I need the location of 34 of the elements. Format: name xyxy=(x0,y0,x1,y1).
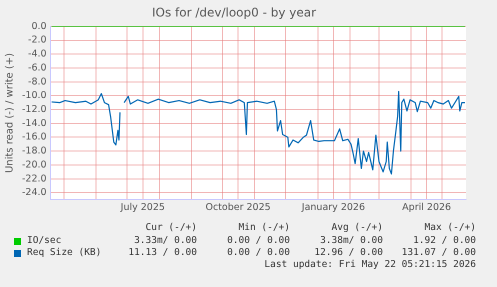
text: 131.07 / 0.00 xyxy=(402,247,476,258)
text: Cur (-/+) xyxy=(146,222,197,233)
text: 0.00 / 0.00 xyxy=(227,247,290,258)
y-tick-label: -16.0 xyxy=(22,132,47,143)
chart-title: IOs for /dev/loop0 - by year xyxy=(152,5,316,20)
y-tick-label: -2.0 xyxy=(28,34,47,46)
text: 3.33m/ 0.00 xyxy=(134,235,197,246)
text: 11.13 / 0.00 xyxy=(128,247,197,258)
y-tick-label: -12.0 xyxy=(22,104,47,116)
text: 0.00 / 0.00 xyxy=(227,235,290,246)
x-tick-label: October 2025 xyxy=(205,202,271,213)
text: Avg (-/+) xyxy=(332,222,383,233)
text: 3.38m/ 0.00 xyxy=(320,235,383,246)
text: Min (-/+) xyxy=(238,222,290,233)
text: 1.92 / 0.00 xyxy=(413,235,476,246)
y-tick-label: -6.0 xyxy=(28,62,47,74)
y-axis-title: Units read (-) / write (+) xyxy=(4,52,16,174)
x-tick-label: April 2026 xyxy=(402,202,452,213)
y-tick-label: -4.0 xyxy=(28,48,47,60)
legend-label: IO/sec xyxy=(27,235,62,246)
y-tick-label: -24.0 xyxy=(22,187,47,198)
x-tick-label: July 2025 xyxy=(120,202,165,213)
y-tick-label: -10.0 xyxy=(22,90,47,102)
y-tick-label: 0.0 xyxy=(31,20,47,32)
text: Last update: Fri May 22 05:21:15 2026 xyxy=(264,259,476,270)
y-tick-label: -22.0 xyxy=(22,173,47,184)
y-tick-label: -20.0 xyxy=(22,159,47,170)
y-tick-label: -14.0 xyxy=(22,118,47,129)
y-tick-label: -8.0 xyxy=(28,76,47,88)
legend-label: Req Size (KB) xyxy=(27,247,102,258)
text: 12.96 / 0.00 xyxy=(314,247,383,258)
y-tick-label: -18.0 xyxy=(22,146,47,157)
x-tick-label: January 2026 xyxy=(300,202,366,213)
text: Max (-/+) xyxy=(424,222,476,233)
